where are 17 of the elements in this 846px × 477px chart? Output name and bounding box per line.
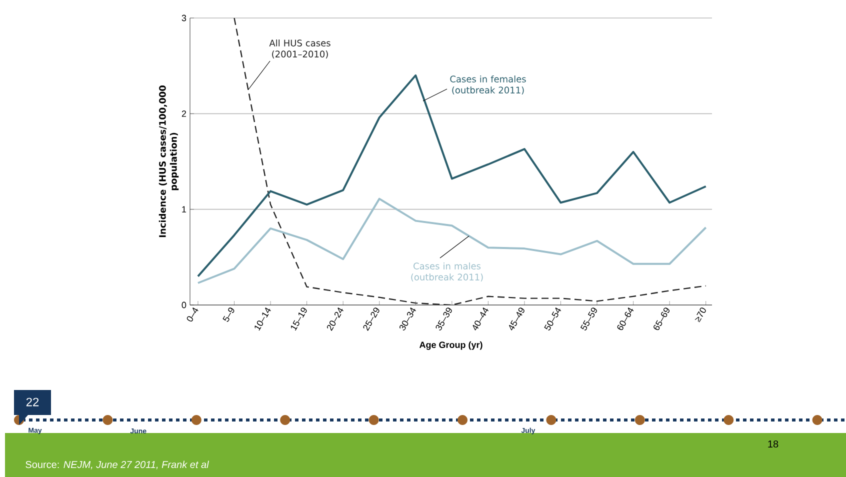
- y-tick-label: 2: [182, 110, 186, 117]
- x-tick-label: 5–9: [222, 308, 234, 322]
- text: 22: [26, 398, 39, 406]
- source-note: Source: NEJM, June 27 2011, Frank et al: [26, 460, 210, 470]
- x-tick-label: ≥70: [694, 308, 706, 322]
- x-tick-label: 0–4: [186, 308, 198, 322]
- x-axis-title: Age Group (yr): [419, 341, 482, 350]
- line-series: [234, 18, 706, 305]
- y-tick-label: 3: [182, 14, 186, 22]
- text: Cases in females (outbreak 2011): [450, 75, 526, 95]
- line-series: [196, 198, 707, 284]
- y-axis-title: Incidence (HUS cases/100,000 population): [158, 86, 179, 238]
- y-tick-label: 0: [182, 302, 186, 308]
- text: 18: [768, 440, 778, 448]
- y-tick-label: 1: [182, 206, 186, 212]
- text: All HUS cases (2001–2010): [269, 39, 330, 59]
- series-label: Cases in males (outbreak 2011): [411, 262, 483, 282]
